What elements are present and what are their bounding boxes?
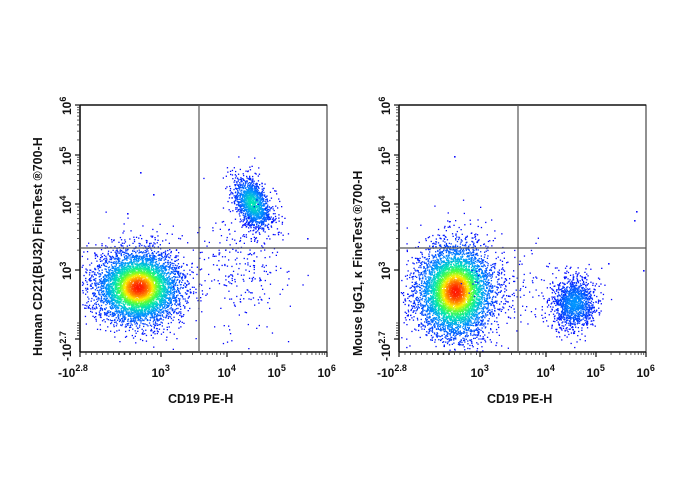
y-tick-label: 104 (58, 195, 74, 214)
x-tick-label: 105 (267, 363, 286, 380)
plot1-x-axis-label: CD19 PE-H (168, 392, 234, 406)
x-tick-label: -102.8 (377, 363, 407, 380)
plot1-y-axis-label: Human CD21(BU32) FineTest ®700-H (31, 137, 45, 356)
y-tick-label: 105 (58, 146, 74, 165)
plot-1 (75, 104, 328, 357)
y-tick-label: -102.7 (58, 331, 74, 361)
y-tick-label: 103 (377, 261, 393, 280)
plot-1-events (81, 156, 309, 350)
x-tick-label: 106 (317, 363, 336, 380)
plot-frame (79, 104, 328, 353)
y-tick-label: 106 (58, 96, 74, 115)
y-tick-label: 106 (377, 96, 393, 115)
x-tick-label: 103 (470, 363, 489, 380)
plot2-x-axis-label: CD19 PE-H (487, 392, 553, 406)
y-tick-label: 103 (58, 261, 74, 280)
x-tick-label: 105 (586, 363, 605, 380)
x-tick-label: 103 (151, 363, 170, 380)
x-tick-label: 106 (636, 363, 655, 380)
x-tick-label: 104 (536, 363, 555, 380)
x-tick-label: 104 (217, 363, 236, 380)
plot2-y-axis-label: Mouse IgG1, κ FineTest ®700-H (351, 170, 365, 356)
plot-2 (394, 104, 647, 357)
x-tick-label: -102.8 (58, 363, 88, 380)
y-tick-label: 105 (377, 146, 393, 165)
y-tick-label: -102.7 (377, 331, 393, 361)
plot-2-events (400, 156, 645, 352)
y-tick-label: 104 (377, 195, 393, 214)
